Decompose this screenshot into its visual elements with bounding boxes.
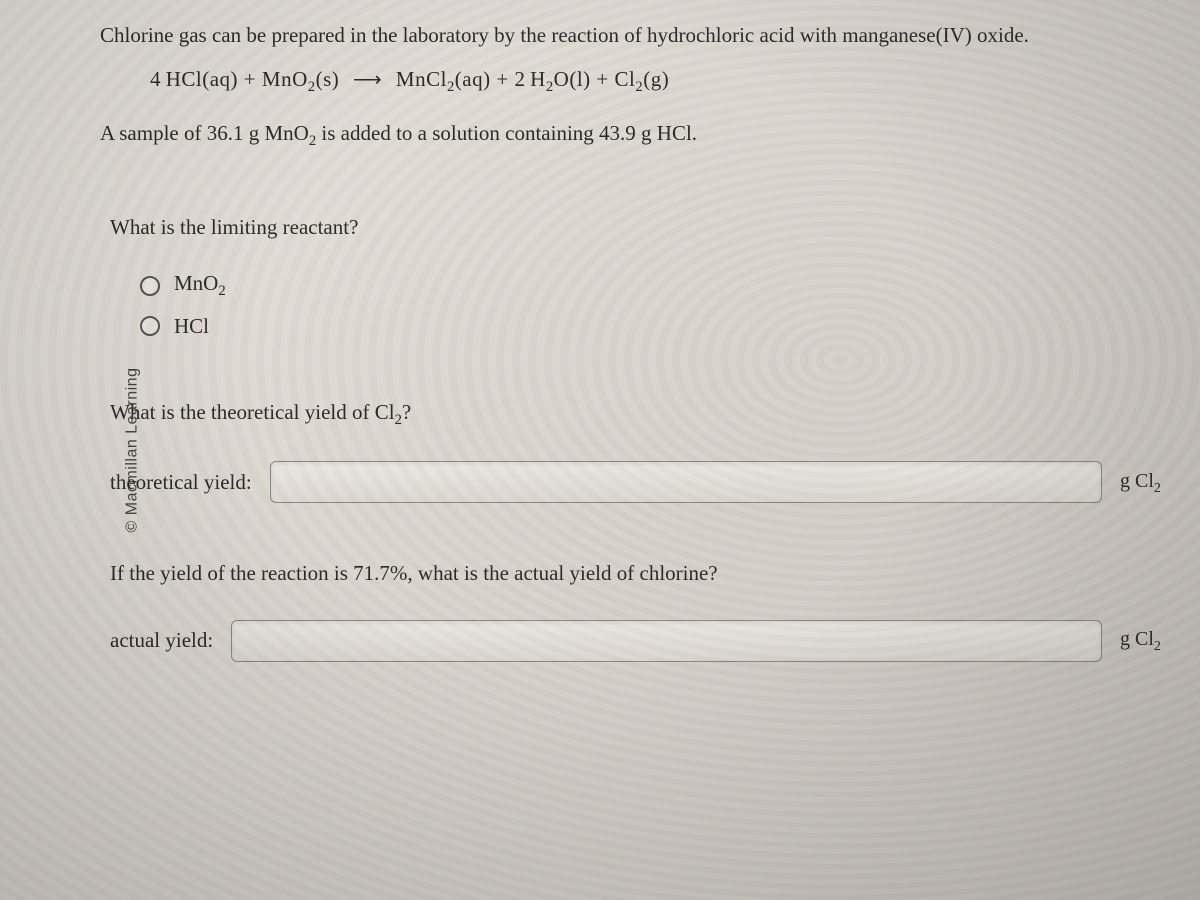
q1-options: MnO2 HCl (140, 268, 1170, 342)
q1-option-hcl[interactable]: HCl (140, 311, 1170, 343)
eq-arrow-icon: ⟶ (353, 65, 382, 95)
q2-unit: g Cl2 (1120, 466, 1170, 499)
eq-plus-3: + (596, 67, 608, 91)
radio-icon (140, 316, 160, 336)
eq-plus-1: + (244, 67, 256, 91)
q3-unit: g Cl2 (1120, 624, 1170, 657)
sample-info: A sample of 36.1 g MnO2 is added to a so… (100, 118, 1170, 152)
eq-product-2: 2 H2O(l) (514, 67, 590, 91)
q1-prompt: What is the limiting reactant? (110, 212, 1170, 244)
question-2-theoretical-yield: What is the theoretical yield of Cl2? th… (110, 397, 1170, 503)
eq-product-1: MnCl2(aq) (396, 67, 491, 91)
eq-reactant-2: MnO2(s) (262, 67, 339, 91)
q3-input-row: actual yield: g Cl2 (110, 620, 1170, 662)
q3-prompt: If the yield of the reaction is 71.7%, w… (110, 558, 1170, 590)
eq-plus-2: + (496, 67, 508, 91)
q2-label: theoretical yield: (110, 467, 252, 499)
q1-option-mno2[interactable]: MnO2 (140, 268, 1170, 302)
question-3-actual-yield: If the yield of the reaction is 71.7%, w… (110, 558, 1170, 662)
intro-text: Chlorine gas can be prepared in the labo… (100, 20, 1170, 52)
q1-option-hcl-label: HCl (174, 311, 209, 343)
chemical-equation: 4 HCl(aq) + MnO2(s) ⟶ MnCl2(aq) + 2 H2O(… (150, 64, 1170, 98)
q1-option-mno2-label: MnO2 (174, 268, 226, 302)
question-1-limiting-reactant: What is the limiting reactant? MnO2 HCl (110, 212, 1170, 342)
q3-label: actual yield: (110, 625, 213, 657)
eq-product-3: Cl2(g) (615, 67, 670, 91)
theoretical-yield-input[interactable] (270, 461, 1102, 503)
q2-prompt: What is the theoretical yield of Cl2? (110, 397, 1170, 431)
eq-reactant-1: HCl(aq) (166, 67, 238, 91)
q2-input-row: theoretical yield: g Cl2 (110, 461, 1170, 503)
actual-yield-input[interactable] (231, 620, 1102, 662)
eq-coeff-1: 4 (150, 67, 161, 91)
question-content: Chlorine gas can be prepared in the labo… (100, 20, 1170, 880)
radio-icon (140, 276, 160, 296)
